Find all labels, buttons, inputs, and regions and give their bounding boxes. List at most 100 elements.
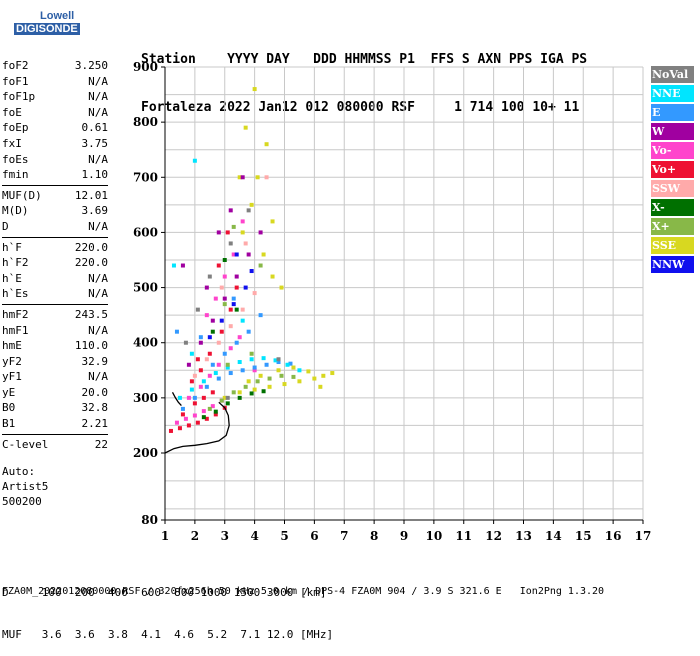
- data-point-w: [210, 318, 215, 323]
- data-point-vo-: [222, 274, 227, 279]
- data-point-vo-: [207, 373, 212, 378]
- param-value: 220.0: [74, 256, 108, 270]
- param-value: N/A: [88, 219, 108, 233]
- data-point-vo-: [198, 368, 203, 373]
- data-point-nne: [225, 365, 230, 370]
- data-point-x-: [243, 384, 248, 389]
- param-row: yE 20.0: [2, 385, 108, 401]
- line-profile: [164, 401, 230, 454]
- data-point-x-: [207, 406, 212, 411]
- data-point-noval: [183, 340, 188, 345]
- data-point-vo-: [201, 409, 206, 414]
- logo-text-digisonde: DIGISONDE: [14, 23, 80, 35]
- param-row: fxI 3.75: [2, 136, 108, 152]
- param-name: h`F: [2, 240, 22, 254]
- y-tick-label: 80: [141, 513, 158, 527]
- y-tick-label: 400: [133, 336, 158, 350]
- x-tick-label: 1: [161, 529, 169, 543]
- param-separator: [2, 184, 108, 186]
- param-name: hmF1: [2, 323, 29, 337]
- y-tick-label: 300: [133, 391, 158, 405]
- param-separator: [2, 303, 108, 305]
- x-tick-label: 6: [310, 529, 318, 543]
- data-point-sse: [255, 175, 260, 180]
- param-row: hmF1 N/A: [2, 323, 108, 339]
- legend-item-sse: SSE: [651, 237, 694, 254]
- data-point-x-: [237, 395, 242, 400]
- param-name: hmF2: [2, 307, 29, 321]
- param-row: h`Es N/A: [2, 286, 108, 302]
- data-point-e: [216, 376, 221, 381]
- data-point-vo-: [210, 404, 215, 409]
- param-row: fmin 1.10: [2, 167, 108, 183]
- param-name: fxI: [2, 136, 22, 150]
- param-value: 20.0: [81, 385, 109, 399]
- data-point-sse: [240, 230, 245, 235]
- data-point-noval: [228, 241, 233, 246]
- data-point-nne: [171, 263, 176, 268]
- param-value: 2.21: [81, 417, 109, 431]
- data-point-e: [192, 395, 197, 400]
- param-value: 220.0: [74, 240, 108, 254]
- data-point-vo-: [207, 351, 212, 356]
- param-name: yF1: [2, 370, 22, 384]
- param-value: 110.0: [74, 339, 108, 353]
- data-point-noval: [195, 307, 200, 312]
- data-point-nne: [192, 158, 197, 163]
- data-point-x-: [225, 401, 230, 406]
- x-tick-label: 14: [545, 529, 562, 543]
- param-row: B0 32.8: [2, 400, 108, 416]
- data-point-nne: [213, 371, 218, 376]
- y-tick-label: 600: [133, 225, 158, 239]
- x-tick-label: 16: [605, 529, 622, 543]
- data-point-x-: [267, 376, 272, 381]
- param-value: 32.8: [81, 401, 109, 415]
- data-point-x-: [255, 379, 260, 384]
- data-point-sse: [291, 365, 296, 370]
- data-point-sse: [276, 368, 281, 373]
- station-header: Station YYYY DAY DDD HHMMSS P1 FFS S AXN…: [141, 20, 587, 132]
- param-value: N/A: [88, 152, 108, 166]
- param-value: 22: [94, 437, 108, 451]
- y-tick-label: 800: [133, 115, 158, 129]
- data-point-sse: [261, 252, 266, 257]
- data-point-x-: [213, 409, 218, 414]
- data-point-e: [174, 329, 179, 334]
- param-row: yF2 32.9: [2, 354, 108, 370]
- param-value: 3.69: [81, 204, 109, 218]
- param-row: foEs N/A: [2, 152, 108, 168]
- data-point-sse: [246, 379, 251, 384]
- legend-item-e: E: [651, 104, 694, 121]
- data-point-vo-: [183, 416, 188, 421]
- data-point-sse: [252, 387, 257, 392]
- param-row: foE N/A: [2, 105, 108, 121]
- data-point-x-: [249, 351, 254, 356]
- data-point-ssw: [243, 241, 248, 246]
- data-point-sse: [282, 382, 287, 387]
- legend-item-vo-: Vo+: [651, 161, 694, 178]
- data-point-vo-: [174, 420, 179, 425]
- data-point-x-: [291, 374, 296, 379]
- x-tick-label: 7: [340, 529, 348, 543]
- x-tick-label: 9: [400, 529, 408, 543]
- data-point-sse: [249, 202, 254, 207]
- data-point-nnw: [219, 318, 224, 323]
- param-name: foEp: [2, 121, 29, 135]
- data-point-nnw: [249, 269, 254, 274]
- data-point-e: [240, 368, 245, 373]
- data-point-nnw: [234, 252, 239, 257]
- data-point-sse: [330, 371, 335, 376]
- data-point-sse: [306, 369, 311, 374]
- data-point-sse: [318, 384, 323, 389]
- data-point-x-: [279, 373, 284, 378]
- data-point-nne: [201, 379, 206, 384]
- logo-text-lowell: Lowell: [40, 10, 75, 22]
- param-name: foF1: [2, 74, 29, 88]
- data-point-x-: [231, 224, 236, 229]
- legend-item-nnw: NNW: [651, 256, 694, 273]
- data-point-e: [276, 360, 281, 365]
- data-point-e: [198, 335, 203, 340]
- data-point-ssw: [264, 175, 269, 180]
- x-tick-label: 17: [635, 529, 652, 543]
- data-point-e: [180, 406, 185, 411]
